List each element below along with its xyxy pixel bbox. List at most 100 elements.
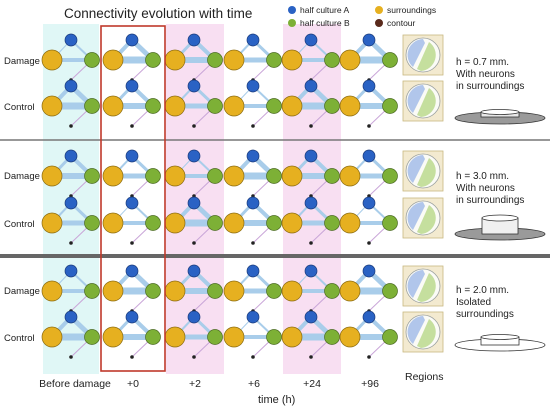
section-1-height: h = 0.7 mm. <box>456 57 510 68</box>
section-3-line2: Isolated <box>456 297 492 308</box>
highlight-box-plus-0 <box>100 25 166 372</box>
node-half-b-r2c0 <box>84 168 100 184</box>
region-thumb-b-r4 <box>417 273 436 302</box>
legend-label-half-culture-b: half culture B <box>300 18 350 28</box>
node-half-b-r1c3 <box>266 98 282 114</box>
node-half-b-r2c3 <box>266 168 282 184</box>
node-half-a-r0c1 <box>125 33 139 47</box>
node-half-b-r0c1 <box>145 52 161 68</box>
node-contour-r3c5 <box>367 241 371 245</box>
node-contour-r1c4 <box>309 124 313 128</box>
node-surroundings-r2c5 <box>339 165 361 187</box>
node-half-a-r4c1 <box>125 264 139 278</box>
node-half-b-r2c1 <box>145 168 161 184</box>
node-contour-r1c3 <box>251 124 255 128</box>
node-half-a-r2c4 <box>304 149 318 163</box>
node-surroundings-r0c5 <box>339 49 361 71</box>
node-half-b-r3c0 <box>84 215 100 231</box>
node-half-a-r4c0 <box>64 264 78 278</box>
legend-swatch-half-culture-b <box>288 19 296 27</box>
node-surroundings-r2c1 <box>102 165 124 187</box>
node-contour-r1c5 <box>367 124 371 128</box>
x-axis-label: time (h) <box>258 394 296 406</box>
node-surroundings-r0c1 <box>102 49 124 71</box>
node-half-b-r0c0 <box>84 52 100 68</box>
node-surroundings-r3c4 <box>281 212 303 234</box>
node-half-b-r1c0 <box>84 98 100 114</box>
node-surroundings-r1c2 <box>164 95 186 117</box>
node-surroundings-r3c5 <box>339 212 361 234</box>
section-2-line3: in surroundings <box>456 195 525 206</box>
node-half-a-r2c2 <box>187 149 201 163</box>
row-label-control-1: Control <box>4 102 35 113</box>
node-contour-r5c5 <box>367 355 371 359</box>
node-half-a-r5c5 <box>362 310 376 324</box>
node-surroundings-r0c0 <box>41 49 63 71</box>
node-half-b-r5c3 <box>266 329 282 345</box>
node-half-b-r5c5 <box>382 329 398 345</box>
node-half-a-r1c0 <box>64 79 78 93</box>
section-1-line3: in surroundings <box>456 81 525 92</box>
node-surroundings-r1c0 <box>41 95 63 117</box>
column-label-plus-6: +6 <box>248 378 260 390</box>
region-thumb-a-r4 <box>407 270 425 298</box>
node-contour-r5c1 <box>130 355 134 359</box>
section-3-line3: surroundings <box>456 309 514 320</box>
node-half-a-r4c2 <box>187 264 201 278</box>
node-half-b-r3c3 <box>266 215 282 231</box>
node-surroundings-r0c2 <box>164 49 186 71</box>
node-half-b-r4c5 <box>382 283 398 299</box>
column-label-plus-2: +2 <box>189 378 201 390</box>
row-label-damage-2: Damage <box>4 171 40 182</box>
region-thumb-a-r2 <box>407 155 425 183</box>
region-thumb-b-r3 <box>417 205 436 234</box>
node-half-a-r2c1 <box>125 149 139 163</box>
node-half-b-r4c1 <box>145 283 161 299</box>
node-half-b-r5c4 <box>324 329 340 345</box>
node-half-a-r1c2 <box>187 79 201 93</box>
node-half-a-r4c3 <box>246 264 260 278</box>
node-half-b-r4c4 <box>324 283 340 299</box>
node-half-b-r5c2 <box>207 329 223 345</box>
node-half-b-r2c5 <box>382 168 398 184</box>
region-thumb-b-r1 <box>417 88 436 117</box>
node-half-b-r4c0 <box>84 283 100 299</box>
figure-title: Connectivity evolution with time <box>64 6 253 21</box>
node-surroundings-r4c0 <box>41 280 63 302</box>
node-surroundings-r0c4 <box>281 49 303 71</box>
legend-label-surroundings: surroundings <box>387 5 437 15</box>
node-surroundings-r4c2 <box>164 280 186 302</box>
node-half-a-r0c4 <box>304 33 318 47</box>
section-3-height: h = 2.0 mm. <box>456 285 510 296</box>
node-surroundings-r3c1 <box>102 212 124 234</box>
node-surroundings-r2c3 <box>223 165 245 187</box>
column-label-before-damage: Before damage <box>39 378 111 390</box>
node-surroundings-r5c3 <box>223 326 245 348</box>
region-thumb-b-r2 <box>417 158 436 187</box>
legend-swatch-half-culture-a <box>288 6 296 14</box>
node-half-a-r3c2 <box>187 196 201 210</box>
node-surroundings-r2c2 <box>164 165 186 187</box>
node-half-b-r0c5 <box>382 52 398 68</box>
column-label-plus-96: +96 <box>361 378 379 390</box>
row-label-control-3: Control <box>4 333 35 344</box>
node-surroundings-r0c3 <box>223 49 245 71</box>
node-contour-r5c4 <box>309 355 313 359</box>
node-surroundings-r4c4 <box>281 280 303 302</box>
node-half-a-r4c5 <box>362 264 376 278</box>
node-half-a-r2c3 <box>246 149 260 163</box>
region-thumb-a-r1 <box>407 85 425 113</box>
legend-item-half-culture-a: half culture A <box>288 5 349 15</box>
section-2-description: h = 3.0 mm. With neurons in surroundings <box>456 171 524 207</box>
node-half-b-r1c4 <box>324 98 340 114</box>
node-surroundings-r1c5 <box>339 95 361 117</box>
node-half-b-r5c0 <box>84 329 100 345</box>
node-half-a-r3c1 <box>125 196 139 210</box>
node-half-b-r1c2 <box>207 98 223 114</box>
node-surroundings-r2c0 <box>41 165 63 187</box>
node-surroundings-r1c3 <box>223 95 245 117</box>
node-contour-r3c3 <box>251 241 255 245</box>
node-contour-r1c0 <box>69 124 73 128</box>
node-surroundings-r4c5 <box>339 280 361 302</box>
